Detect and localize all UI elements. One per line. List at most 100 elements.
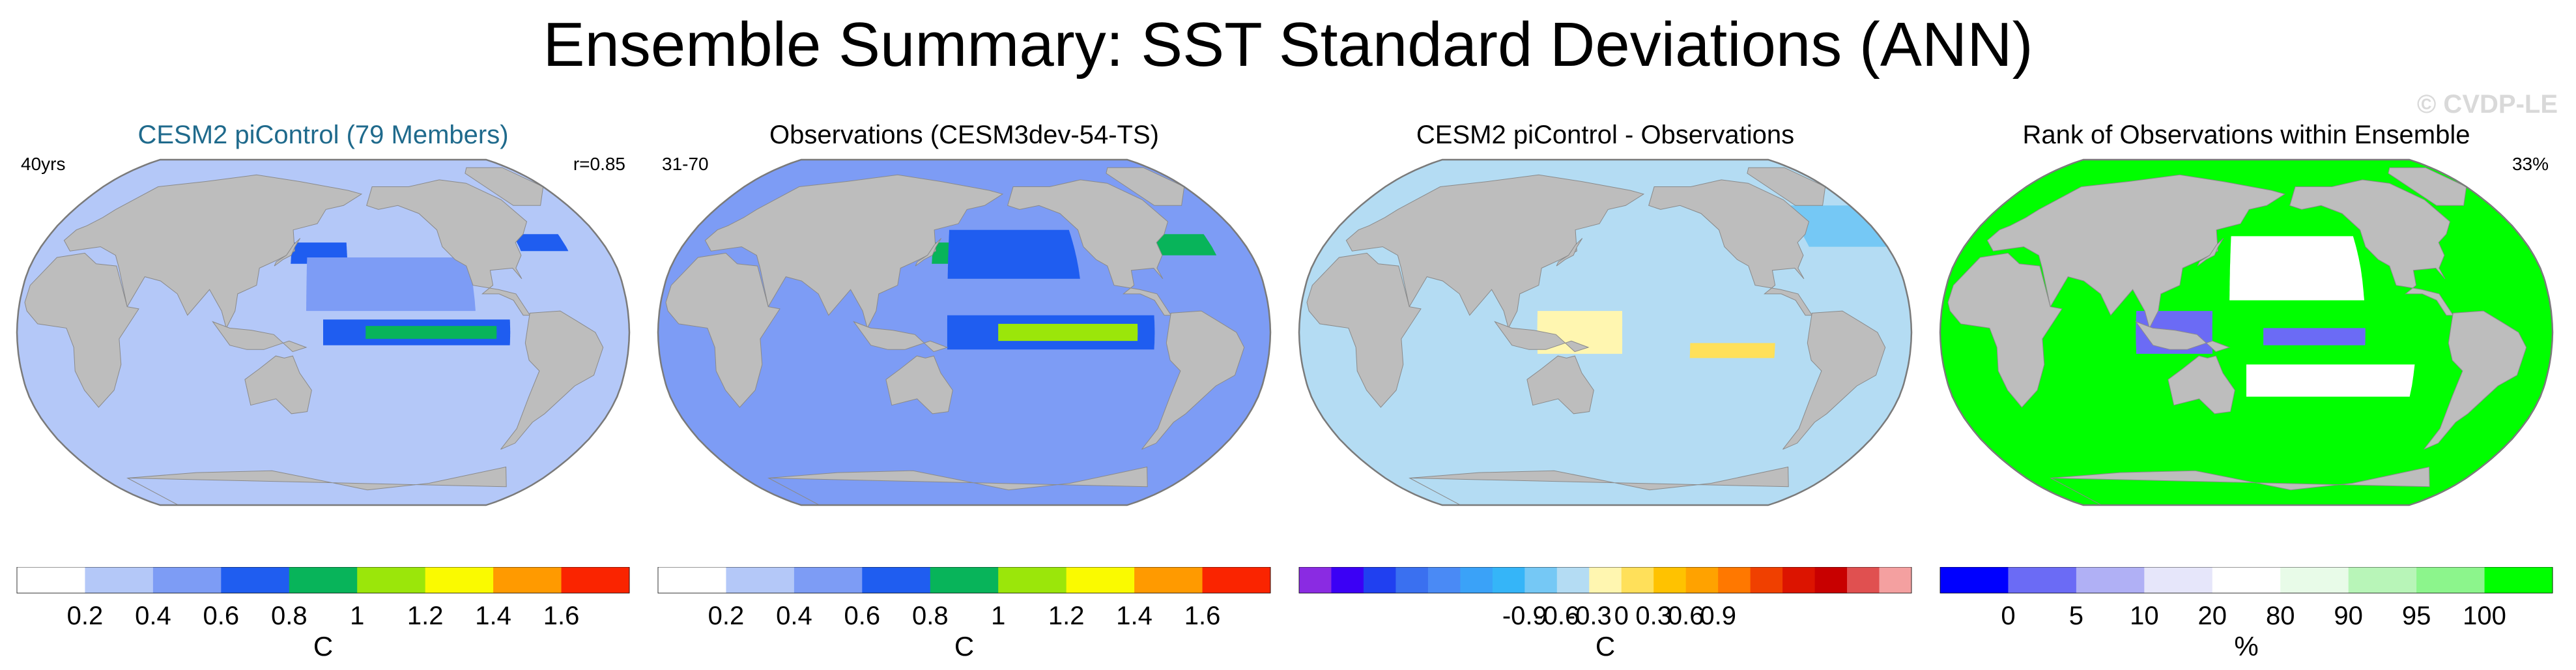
colorbar-swatch (2280, 567, 2349, 593)
land-greenland (1747, 167, 1826, 206)
colorbar-tick-label: 95 (2402, 602, 2431, 630)
colorbar-swatch (425, 567, 494, 593)
colorbar-frame (657, 567, 1271, 594)
colorbar-frame (16, 567, 630, 594)
colorbar-unit: C (313, 631, 333, 662)
land-indonesia (2135, 321, 2231, 353)
colorbar-swatch (1940, 567, 2009, 593)
land-eurasia (1986, 174, 2286, 329)
colorbar-tick-label: 1.6 (543, 602, 580, 630)
map (16, 158, 631, 506)
colorbar-tick-label: 100 (2463, 602, 2506, 630)
colorbar-tick-label: 10 (2130, 602, 2159, 630)
land-north-america (366, 179, 531, 316)
land-australia (244, 355, 312, 415)
land-greenland (1106, 167, 1185, 206)
land-australia (2168, 355, 2235, 415)
colorbar-tick-label: -0.9 (1502, 602, 1547, 630)
colorbar-swatch (289, 567, 358, 593)
colorbar-swatch (1134, 567, 1203, 593)
colorbar-swatch (1589, 567, 1622, 593)
colorbar-swatch (998, 567, 1067, 593)
panel-model-stddev: CESM2 piControl (79 Members) 40yrs r=0.8… (10, 117, 636, 665)
colorbar-swatch (1718, 567, 1751, 593)
colorbar-tick-label: 0.4 (135, 602, 171, 630)
colorbar: 0 5 10 20 80 90 95 100% (1939, 567, 2553, 662)
land-africa (1947, 252, 2063, 408)
colorbar-swatch (493, 567, 562, 593)
panel-right-annotation: 33% (2512, 154, 2549, 174)
colorbar-tick-label: 1.6 (1184, 602, 1221, 630)
land-japan (274, 238, 301, 267)
colorbar-swatch (1524, 567, 1558, 593)
panel-title: Observations (CESM3dev-54-TS) (769, 121, 1159, 149)
map-field (17, 160, 629, 505)
colorbar-swatch (1202, 567, 1271, 593)
region-central-equatorial-pacific (1622, 326, 1741, 339)
region-central-equatorial-pacific (2263, 328, 2366, 345)
panel-title: CESM2 piControl (79 Members) (137, 121, 509, 149)
land-japan (915, 238, 942, 267)
map (1939, 158, 2554, 506)
colorbar: 0.2 0.4 0.6 0.8 1 1.2 1.4 1.6 C (657, 567, 1271, 662)
land-antarctica (126, 466, 507, 505)
panel-obs-stddev: Observations (CESM3dev-54-TS) 31-70 0.2 0… (651, 117, 1277, 665)
region-nino-3-4-core (998, 323, 1138, 342)
land-eurasia (704, 174, 1004, 329)
figure-title: Ensemble Summary: SST Standard Deviation… (543, 10, 2033, 80)
colorbar-swatch (1427, 567, 1461, 593)
colorbar-swatch (1621, 567, 1654, 593)
watermark: © CVDP-LE (2416, 90, 2558, 119)
land-africa (24, 252, 139, 408)
colorbar-swatch (2076, 567, 2145, 593)
colorbar-swatch (1460, 567, 1493, 593)
colorbar-swatch (1685, 567, 1719, 593)
colorbar-tick-label: 0 (1614, 602, 1629, 630)
colorbar-swatch (1066, 567, 1135, 593)
colorbar-swatch (930, 567, 999, 593)
colorbar-tick-label: 0.8 (912, 602, 949, 630)
panel-title: CESM2 piControl - Observations (1416, 121, 1795, 149)
colorbar-tick-label: 0.4 (776, 602, 812, 630)
colorbar-swatch (658, 567, 726, 593)
region-gulf-stream (512, 234, 569, 252)
colorbar-swatch (1782, 567, 1816, 593)
region-subtropical-south-pacific (2246, 364, 2415, 397)
colorbar-tick-label: 0.6 (1668, 602, 1704, 630)
colorbar-swatch (357, 567, 426, 593)
colorbar-tick-label: 80 (2266, 602, 2295, 630)
colorbar-swatch (17, 567, 85, 593)
colorbar: -0.9-0.6-0.3 0 0.30.60.9 C (1298, 567, 1912, 662)
map-field (658, 160, 1270, 505)
colorbar-swatch (221, 567, 290, 593)
map-outline (657, 158, 1272, 506)
map-outline (1298, 158, 1913, 506)
colorbar-swatch (794, 567, 863, 593)
colorbar-swatch (2212, 567, 2281, 593)
panel-left-annotation: 31-70 (662, 154, 709, 174)
region-subtropical-pacific (306, 257, 476, 312)
land-north-america (2289, 179, 2454, 316)
colorbar-swatch (2348, 567, 2417, 593)
colorbar-swatch (85, 567, 154, 593)
panel-title: Rank of Observations within Ensemble (2022, 121, 2470, 149)
land-antarctica (2050, 466, 2430, 505)
colorbar-tick-label: 0.2 (67, 602, 104, 630)
land-africa (665, 252, 780, 408)
colorbar-tick-label: 5 (2069, 602, 2083, 630)
colorbar-tick-label: 1 (991, 602, 1005, 630)
colorbar-swatch (2008, 567, 2077, 593)
region-north-pacific (947, 229, 1080, 279)
map (1298, 158, 1913, 506)
land-indonesia (1494, 321, 1590, 353)
panel-left-annotation: 40yrs (21, 154, 66, 174)
land-south-america (2424, 310, 2527, 450)
colorbar-swatch (2416, 567, 2485, 593)
colorbar-tick-label: 20 (2198, 602, 2227, 630)
colorbar-swatch (2144, 567, 2213, 593)
colorbar-swatch (1395, 567, 1429, 593)
colorbar-swatch (1847, 567, 1880, 593)
map-outline (16, 158, 631, 506)
land-japan (1556, 238, 1583, 267)
land-south-america (1782, 310, 1886, 450)
